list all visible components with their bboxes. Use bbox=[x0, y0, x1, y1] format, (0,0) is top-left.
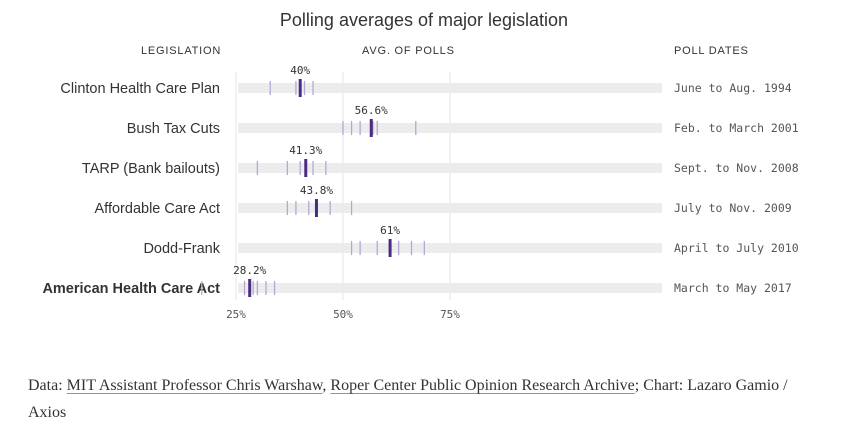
poll-dates-label: Feb. to March 2001 bbox=[674, 121, 799, 135]
average-mark bbox=[388, 239, 392, 257]
row-label: Clinton Health Care Plan bbox=[60, 81, 220, 97]
poll-dates-label: June to Aug. 1994 bbox=[674, 81, 792, 95]
average-mark bbox=[314, 199, 318, 217]
average-mark bbox=[369, 119, 373, 137]
average-mark bbox=[248, 279, 252, 297]
caption-separator: , bbox=[322, 377, 331, 394]
row-track bbox=[238, 123, 662, 133]
x-tick-label: 50% bbox=[333, 308, 353, 321]
average-label: 61% bbox=[380, 224, 400, 237]
average-mark bbox=[304, 159, 308, 177]
x-tick-label: 25% bbox=[226, 308, 246, 321]
average-mark bbox=[298, 79, 302, 97]
legislation-column-header: LEGISLATION bbox=[141, 45, 222, 57]
row-label: Affordable Care Act bbox=[95, 201, 220, 217]
row-track bbox=[238, 83, 662, 93]
chart-title: Polling averages of major legislation bbox=[279, 10, 569, 30]
row-track bbox=[238, 243, 662, 253]
row-track bbox=[238, 203, 662, 213]
row-label: TARP (Bank bailouts) bbox=[82, 161, 220, 177]
average-label: 28.2% bbox=[233, 264, 266, 277]
average-column-header: AVG. OF POLLS bbox=[362, 45, 455, 57]
source-link-roper[interactable]: Roper Center Public Opinion Research Arc… bbox=[330, 377, 635, 394]
polling-strip-chart: 25% 50% 75% Clinton Health Care Plan 40% June… bbox=[42, 64, 799, 321]
row-label: Dodd-Frank bbox=[143, 241, 220, 257]
average-label: 41.3% bbox=[289, 144, 322, 157]
poll-dates-label: July to Nov. 2009 bbox=[674, 201, 792, 215]
row-label: American Health Care Act bbox=[42, 281, 220, 297]
x-tick-label: 75% bbox=[440, 308, 460, 321]
row-track bbox=[238, 163, 662, 173]
poll-dates-label: March to May 2017 bbox=[674, 281, 792, 295]
poll-dates-column-header: POLL DATES bbox=[674, 45, 749, 57]
poll-dates-label: Sept. to Nov. 2008 bbox=[674, 161, 799, 175]
average-label: 56.6% bbox=[355, 104, 388, 117]
row-label: Bush Tax Cuts bbox=[127, 121, 220, 137]
source-caption: Data: MIT Assistant Professor Chris Wars… bbox=[28, 372, 828, 426]
average-label: 43.8% bbox=[300, 184, 333, 197]
poll-dates-label: April to July 2010 bbox=[674, 241, 799, 255]
average-label: 40% bbox=[290, 64, 310, 77]
row-track bbox=[238, 283, 662, 293]
caption-prefix: Data: bbox=[28, 377, 67, 394]
caption-suffix: ; Chart: Lazaro Gamio / Axios bbox=[28, 377, 788, 421]
source-link-warshaw[interactable]: MIT Assistant Professor Chris Warshaw bbox=[66, 377, 323, 394]
